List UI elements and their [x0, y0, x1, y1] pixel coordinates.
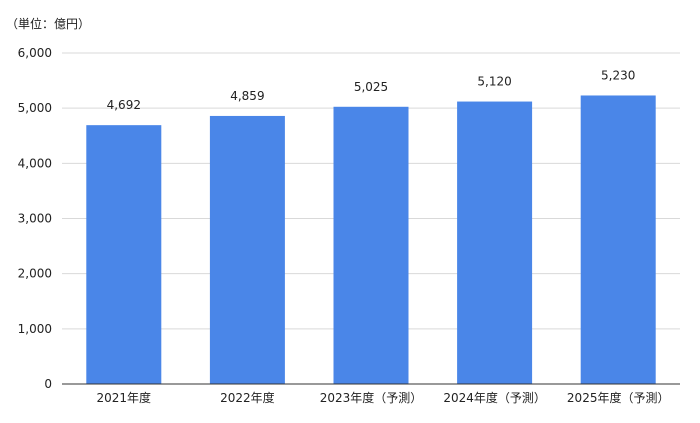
- x-axis-ticks: 2021年度 2022年度 2023年度（予測） 2024年度（予測） 2025年度（予…: [97, 390, 670, 405]
- y-tick-label: 1,000: [18, 322, 52, 336]
- bar: [333, 106, 409, 384]
- data-label: 4,859: [230, 89, 264, 103]
- y-axis-ticks: 0 1,000 2,000 3,000 4,000 5,000 6,000: [18, 46, 52, 391]
- data-label: 4,692: [107, 98, 141, 112]
- data-label: 5,025: [354, 80, 388, 94]
- x-tick-label: 2022年度: [220, 390, 275, 405]
- bar: [209, 115, 285, 385]
- data-label: 5,120: [477, 75, 511, 89]
- x-tick-label: 2021年度: [97, 390, 152, 405]
- x-tick-label: 2025年度（予測）: [567, 390, 670, 405]
- y-tick-label: 3,000: [18, 212, 52, 226]
- data-labels: 4,692 4,859 5,025 5,120 5,230: [107, 68, 636, 112]
- x-tick-label: 2023年度（予測）: [320, 390, 423, 405]
- bar: [457, 101, 533, 385]
- bar: [86, 125, 162, 385]
- y-tick-label: 0: [44, 377, 52, 391]
- x-tick-label: 2024年度（予測）: [443, 390, 546, 405]
- y-tick-label: 2,000: [18, 267, 52, 281]
- bar: [580, 95, 656, 384]
- y-tick-label: 6,000: [18, 46, 52, 60]
- bars: [86, 95, 656, 385]
- unit-label: （単位：億円）: [6, 16, 90, 31]
- y-tick-label: 4,000: [18, 156, 52, 170]
- y-tick-label: 5,000: [18, 101, 52, 115]
- data-label: 5,230: [601, 68, 635, 82]
